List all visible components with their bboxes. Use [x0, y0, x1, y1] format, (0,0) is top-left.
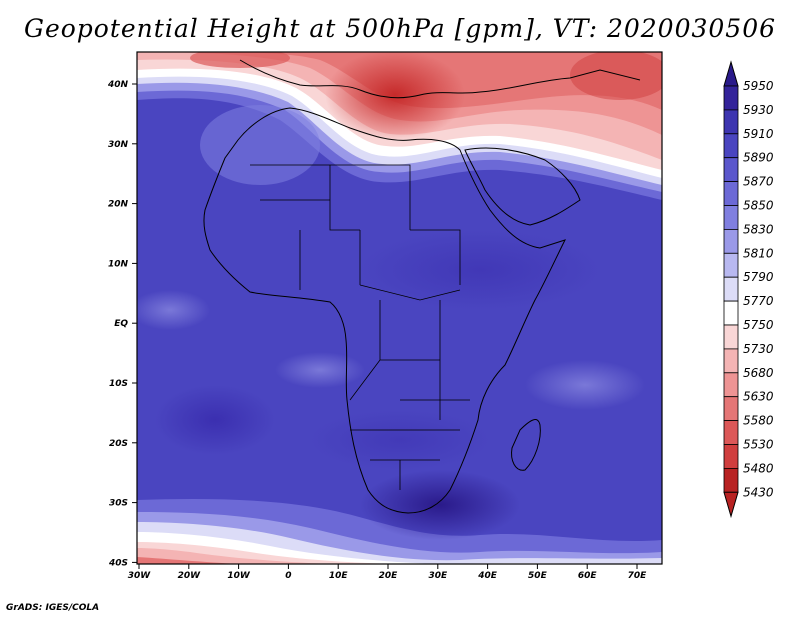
lon-label: 10E: [329, 571, 349, 581]
colorbar-swatch: [723, 300, 739, 326]
lon-label: 0: [285, 571, 291, 581]
colorbar-label: 5890: [743, 151, 774, 165]
arabia-outline: [464, 147, 581, 226]
colorbar-label: 5790: [743, 270, 774, 284]
colorbar-swatch: [723, 396, 739, 422]
colorbar-label: 5850: [743, 199, 774, 213]
colorbar-swatch: [723, 444, 739, 469]
lat-label: 30N: [108, 140, 129, 150]
map-title: Geopotential Height at 500hPa [gpm], VT:…: [23, 14, 777, 43]
lon-label: 20W: [178, 571, 202, 581]
colorbar-swatch: [723, 276, 739, 302]
colorbar-swatch: [723, 467, 739, 493]
colorbar-swatch: [723, 228, 739, 254]
latitude-axis: 40N 30N 20N 10N EQ 10S 20S 30S 40S: [107, 80, 137, 568]
colorbar-label: 5430: [743, 485, 774, 499]
africa-coastline: [203, 107, 566, 514]
lat-label: 30S: [109, 499, 128, 509]
colorbar-label: 5910: [743, 127, 774, 141]
colorbar-label: 5730: [743, 342, 774, 356]
colorbar-swatch: [723, 157, 739, 182]
colorbar-label: 5530: [743, 438, 774, 452]
colorbar-label: 5930: [743, 103, 774, 117]
colorbar-swatch: [723, 252, 739, 278]
shaded-height-field: [137, 52, 662, 564]
colorbar-swatch: [723, 420, 739, 445]
colorbar-label: 5870: [743, 175, 774, 189]
lon-label: 30W: [128, 571, 152, 581]
lat-label: EQ: [114, 319, 128, 329]
colorbar-swatch: [723, 181, 739, 206]
colorbar-swatch: [723, 348, 739, 374]
colorbar-swatch: [723, 205, 739, 230]
colorbar-label: 5770: [743, 294, 774, 308]
colorbar-label: 5630: [743, 390, 774, 404]
lat-label: 20N: [108, 200, 129, 210]
lon-label: 10W: [227, 571, 251, 581]
lon-label: 20E: [379, 571, 399, 581]
lat-label: 20S: [109, 439, 128, 449]
grads-credit: GrADS: IGES/COLA: [6, 603, 100, 613]
lon-label: 30E: [428, 571, 448, 581]
lon-label: 50E: [528, 571, 548, 581]
colorbar-top-arrow: [723, 60, 739, 87]
colorbar-swatch: [723, 109, 739, 135]
colorbar-label: 5480: [743, 461, 774, 475]
colorbar-bottom-arrow: [723, 491, 739, 519]
coastline-borders: [203, 59, 641, 514]
colorbar: 5950 5930 5910 5890 5870 5850 5830 5810 5790 5770…: [723, 60, 774, 519]
colorbar-label: 5810: [743, 246, 774, 260]
colorbar-label: 5580: [743, 414, 774, 428]
lat-label: 40N: [107, 80, 129, 90]
colorbar-swatch: [723, 133, 739, 159]
madagascar-outline: [511, 419, 541, 471]
lat-label: 10N: [108, 259, 129, 269]
interior-borders: [250, 164, 470, 490]
lon-label: 70E: [628, 571, 648, 581]
longitude-axis: 30W 20W 10W 0 10E 20E 30E 40E 50E 60E 70E: [128, 564, 647, 581]
lon-label: 40E: [477, 571, 498, 581]
lat-label: 40S: [108, 558, 128, 568]
colorbar-swatch: [723, 324, 739, 350]
colorbar-swatch: [723, 85, 739, 111]
colorbar-swatch: [723, 372, 739, 398]
colorbar-label: 5680: [743, 366, 774, 380]
lat-label: 10S: [109, 379, 128, 389]
colorbar-label: 5950: [743, 79, 774, 93]
map-frame: [136, 51, 663, 565]
lon-label: 60E: [578, 571, 598, 581]
colorbar-label: 5750: [743, 318, 774, 332]
europe-coast: [239, 59, 641, 99]
colorbar-label: 5830: [743, 222, 774, 236]
